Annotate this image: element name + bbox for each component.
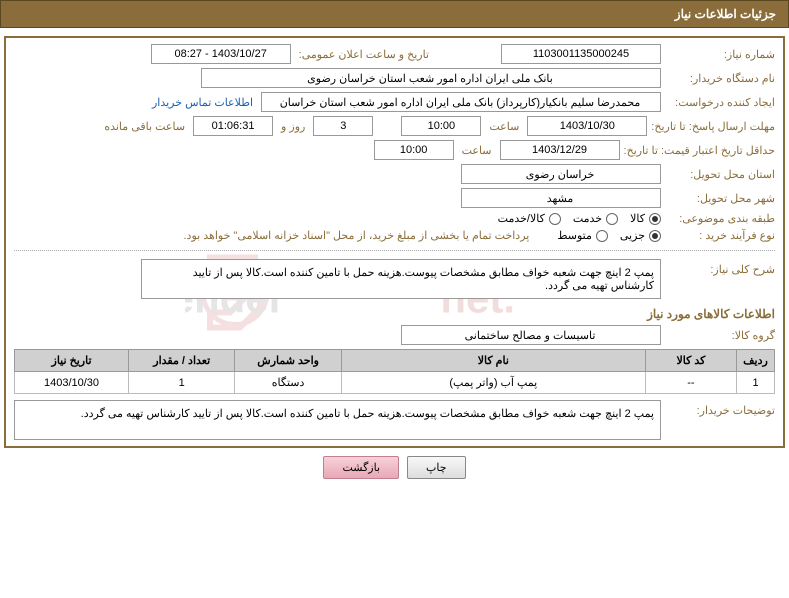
table-header: تعداد / مقدار	[129, 350, 235, 372]
response-time: 10:00	[401, 116, 481, 136]
table-cell: 1	[129, 372, 235, 394]
radio-icon	[596, 230, 608, 242]
category-radio-group: کالا خدمت کالا/خدمت	[498, 212, 661, 225]
radio-icon	[549, 213, 561, 225]
table-cell: 1403/10/30	[15, 372, 129, 394]
delivery-province-label: استان محل تحویل:	[665, 168, 775, 181]
category-option[interactable]: خدمت	[573, 212, 618, 225]
radio-label: کالا/خدمت	[498, 212, 545, 225]
need-number-value: 1103001135000245	[501, 44, 661, 64]
print-button[interactable]: چاپ	[407, 456, 466, 479]
page-header: جزئیات اطلاعات نیاز	[0, 0, 789, 28]
radio-label: کالا	[630, 212, 645, 225]
delivery-province: خراسان رضوی	[461, 164, 661, 184]
table-cell: دستگاه	[235, 372, 341, 394]
table-header: تاریخ نیاز	[15, 350, 129, 372]
radio-icon	[649, 213, 661, 225]
radio-icon	[606, 213, 618, 225]
back-button[interactable]: بازگشت	[323, 456, 399, 479]
purchase-type-label: نوع فرآیند خرید :	[665, 229, 775, 242]
table-cell: --	[645, 372, 736, 394]
category-option[interactable]: کالا/خدمت	[498, 212, 561, 225]
buyer-org-value: بانک ملی ایران اداره امور شعب استان خراس…	[201, 68, 661, 88]
purchase-note: پرداخت تمام یا بخشی از مبلغ خرید، از محل…	[184, 229, 530, 242]
countdown: 01:06:31	[193, 116, 273, 136]
button-row: چاپ بازگشت	[0, 456, 789, 479]
table-cell: 1	[737, 372, 775, 394]
validity-time: 10:00	[374, 140, 454, 160]
purchase-radio-group: جزیی متوسط	[557, 229, 661, 242]
general-desc: پمپ 2 اینچ جهت شعبه خواف مطابق مشخصات پی…	[141, 259, 661, 299]
announce-label: تاریخ و ساعت اعلان عمومی:	[295, 48, 433, 61]
days-value: 3	[313, 116, 373, 136]
category-label: طبقه بندی موضوعی:	[665, 212, 775, 225]
table-header: واحد شمارش	[235, 350, 341, 372]
category-option[interactable]: کالا	[630, 212, 661, 225]
purchase-option[interactable]: جزیی	[620, 229, 661, 242]
need-number-label: شماره نیاز:	[665, 48, 775, 61]
announce-value: 1403/10/27 - 08:27	[151, 44, 291, 64]
requester-label: ایجاد کننده درخواست:	[665, 96, 775, 109]
requester-value: محمدرضا سلیم بانکیار(کارپرداز) بانک ملی …	[261, 92, 661, 112]
page-title: جزئیات اطلاعات نیاز	[675, 7, 776, 21]
buyer-notes-label: توضیحات خریدار:	[665, 400, 775, 417]
buyer-org-label: نام دستگاه خریدار:	[665, 72, 775, 85]
delivery-city-label: شهر محل تحویل:	[665, 192, 775, 205]
response-deadline-label: مهلت ارسال پاسخ: تا تاریخ:	[651, 120, 775, 133]
goods-table: ردیفکد کالانام کالاواحد شمارشتعداد / مقد…	[14, 349, 775, 394]
table-header: کد کالا	[645, 350, 736, 372]
purchase-option[interactable]: متوسط	[557, 229, 608, 242]
buyer-contact-link[interactable]: اطلاعات تماس خریدار	[148, 96, 257, 109]
response-date: 1403/10/30	[527, 116, 647, 136]
goods-info-title: اطلاعات کالاهای مورد نیاز	[14, 307, 775, 321]
table-header: ردیف	[737, 350, 775, 372]
radio-label: جزیی	[620, 229, 645, 242]
buyer-notes: پمپ 2 اینچ جهت شعبه خواف مطابق مشخصات پی…	[14, 400, 661, 440]
time-label-1: ساعت	[485, 120, 523, 133]
validity-date: 1403/12/29	[500, 140, 620, 160]
goods-group-label: گروه کالا:	[665, 329, 775, 342]
main-panel: شماره نیاز: 1103001135000245 تاریخ و ساع…	[4, 36, 785, 448]
radio-label: خدمت	[573, 212, 602, 225]
radio-label: متوسط	[557, 229, 592, 242]
time-label-2: ساعت	[458, 144, 496, 157]
radio-icon	[649, 230, 661, 242]
remaining-label: ساعت باقی مانده	[100, 120, 189, 133]
validity-label: حداقل تاریخ اعتبار قیمت: تا تاریخ:	[624, 144, 775, 157]
delivery-city: مشهد	[461, 188, 661, 208]
table-row: 1--پمپ آب (واتر پمپ)دستگاه11403/10/30	[15, 372, 775, 394]
goods-group: تاسیسات و مصالح ساختمانی	[401, 325, 661, 345]
table-cell: پمپ آب (واتر پمپ)	[341, 372, 645, 394]
table-header: نام کالا	[341, 350, 645, 372]
general-desc-label: شرح کلی نیاز:	[665, 259, 775, 276]
days-label: روز و	[277, 120, 309, 133]
